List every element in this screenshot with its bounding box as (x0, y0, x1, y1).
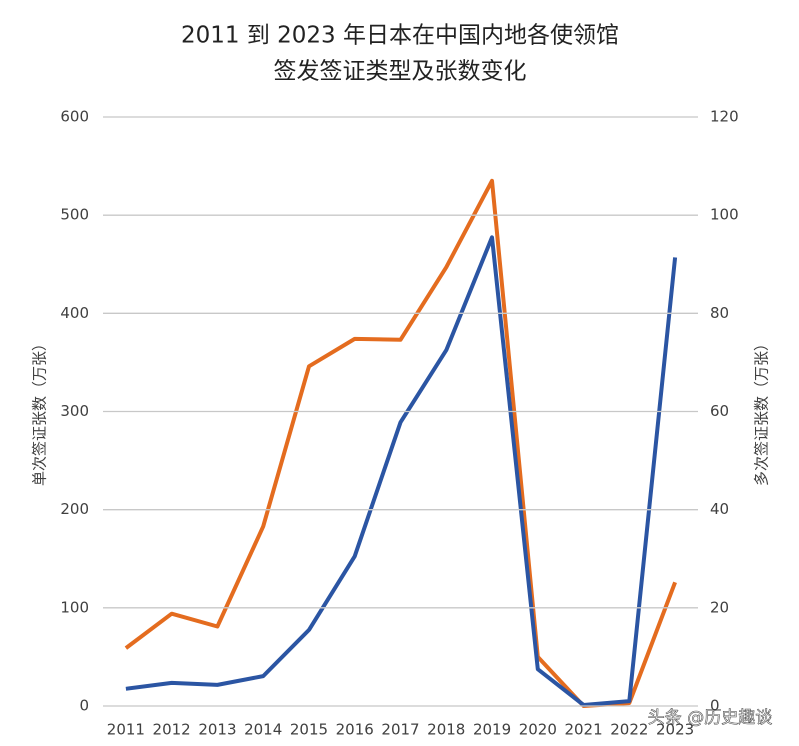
y2-tick-label: 20 (710, 598, 729, 616)
x-tick-label: 2022 (610, 721, 648, 739)
chart-title: 2011 到 2023 年日本在中国内地各使领馆 (181, 23, 619, 49)
y2-tick-label: 40 (710, 500, 729, 518)
y-tick-label: 200 (60, 500, 89, 518)
x-tick-label: 2020 (519, 721, 557, 739)
y-tick-label: 600 (60, 108, 89, 126)
y-tick-label: 300 (60, 402, 89, 420)
y-tick-label: 100 (60, 598, 89, 616)
y2-tick-label: 100 (710, 206, 739, 224)
x-tick-label: 2017 (381, 721, 419, 739)
chart-title: 签发签证类型及张数变化 (274, 59, 527, 85)
y2-tick-label: 60 (710, 402, 729, 420)
y-tick-label: 400 (60, 304, 89, 322)
y2-tick-label: 0 (710, 697, 720, 715)
y-tick-label: 0 (79, 697, 89, 715)
x-tick-label: 2015 (290, 721, 328, 739)
x-tick-label: 2018 (427, 721, 465, 739)
data-line (124, 178, 677, 708)
watermark: 头条 @历史趣谈 (648, 708, 772, 728)
x-tick-label: 2013 (198, 721, 236, 739)
x-tick-label: 2014 (244, 721, 282, 739)
x-tick-label: 2016 (336, 721, 374, 739)
y2-tick-label: 80 (710, 304, 729, 322)
data-line (125, 235, 678, 707)
x-tick-label: 2011 (107, 721, 145, 739)
x-tick-label: 2012 (153, 721, 191, 739)
y-tick-label: 500 (60, 206, 89, 224)
x-tick-label: 2023 (656, 721, 694, 739)
x-tick-label: 2019 (473, 721, 511, 739)
y2-axis-label: 多次签证张数（万张） (753, 336, 771, 486)
y-axis-label: 单次签证张数（万张） (31, 336, 49, 486)
y2-tick-label: 120 (710, 108, 739, 126)
x-tick-label: 2021 (564, 721, 602, 739)
